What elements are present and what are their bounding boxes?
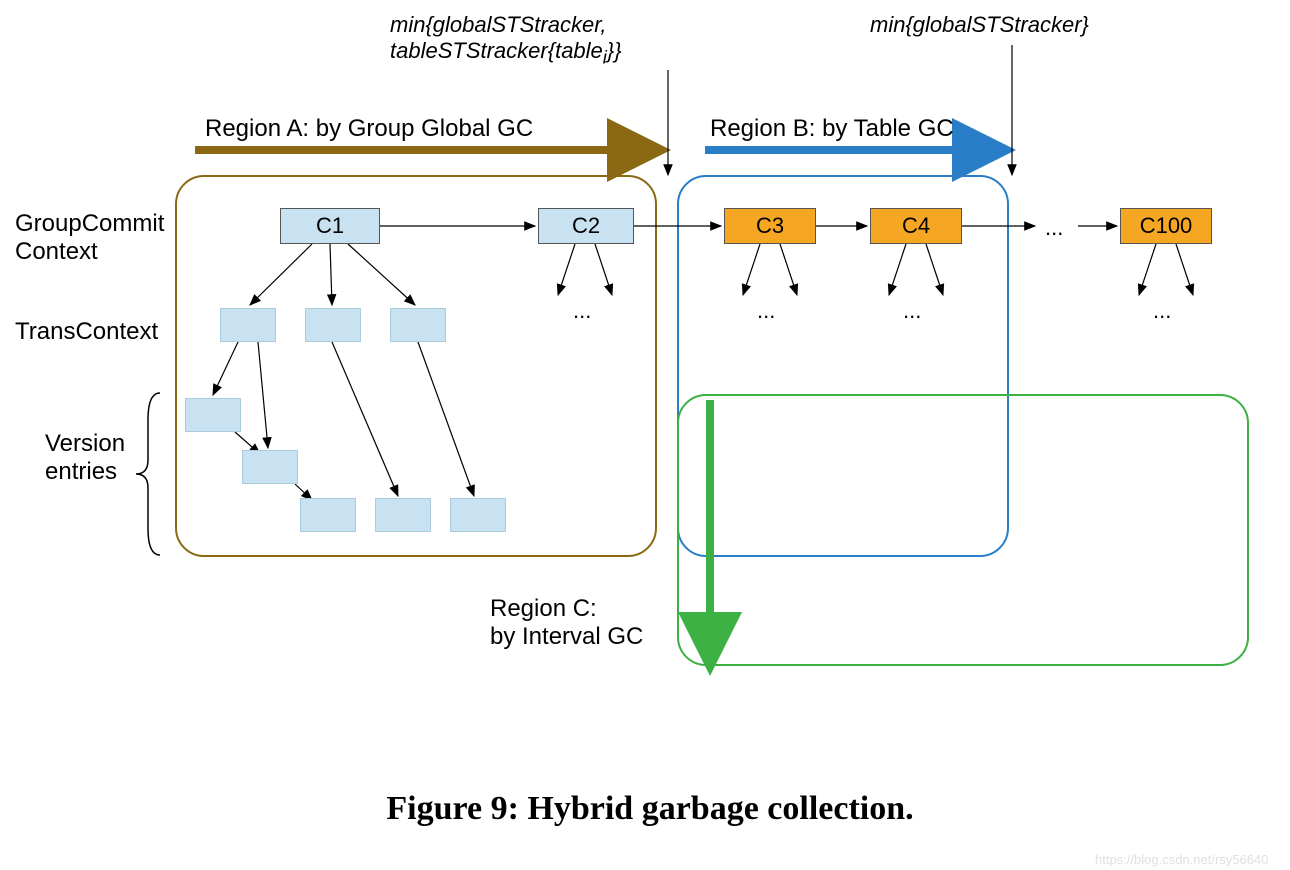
trans-box-2 <box>305 308 361 342</box>
annotation-global-only: min{globalSTStracker} <box>870 12 1089 38</box>
node-c100: C100 <box>1120 208 1212 244</box>
diagram-container: min{globalSTStracker, tableSTStracker{ta… <box>0 0 1290 870</box>
edge-c3-d2 <box>780 244 797 295</box>
node-c4: C4 <box>870 208 962 244</box>
region-c-label: Region C: by Interval GC <box>490 595 643 651</box>
region-c-box <box>678 395 1248 665</box>
edge-t3-v5 <box>418 342 474 496</box>
node-c2: C2 <box>538 208 634 244</box>
dots-under-c3: ... <box>757 298 775 324</box>
trans-box-1 <box>220 308 276 342</box>
region-b-label: Region B: by Table GC <box>710 115 954 143</box>
dots-under-c100: ... <box>1153 298 1171 324</box>
edge-t1-v1 <box>213 342 238 395</box>
edge-c100-d2 <box>1176 244 1193 295</box>
version-brace <box>136 393 160 555</box>
edge-c1-t3 <box>348 244 415 305</box>
edge-t2-v4 <box>332 342 398 496</box>
diagram-svg <box>0 0 1290 870</box>
edge-c4-d2 <box>926 244 943 295</box>
edge-c4-d1 <box>889 244 906 295</box>
edge-c2-d1 <box>558 244 575 295</box>
dots-after-c4: ... <box>1045 215 1063 241</box>
node-c3: C3 <box>724 208 816 244</box>
node-c1: C1 <box>280 208 380 244</box>
dots-under-c2: ... <box>573 298 591 324</box>
region-a-label: Region A: by Group Global GC <box>205 115 533 143</box>
edge-c1-t2 <box>330 244 332 305</box>
label-version-entries: Version entries <box>45 430 125 486</box>
version-box-3 <box>300 498 356 532</box>
edge-c2-d2 <box>595 244 612 295</box>
version-box-4 <box>375 498 431 532</box>
label-group-commit: GroupCommit Context <box>15 210 164 266</box>
edge-c1-t1 <box>250 244 312 305</box>
version-box-5 <box>450 498 506 532</box>
label-trans-context: TransContext <box>15 318 158 346</box>
version-box-2 <box>242 450 298 484</box>
figure-caption: Figure 9: Hybrid garbage collection. <box>265 790 1035 828</box>
watermark: https://blog.csdn.net/rsy56640 <box>1095 852 1268 867</box>
edge-c100-d1 <box>1139 244 1156 295</box>
annotation-global-table: min{globalSTStracker, tableSTStracker{ta… <box>390 12 622 68</box>
edge-t1-v2 <box>258 342 268 448</box>
dots-under-c4: ... <box>903 298 921 324</box>
edge-c3-d1 <box>743 244 760 295</box>
trans-box-3 <box>390 308 446 342</box>
version-box-1 <box>185 398 241 432</box>
